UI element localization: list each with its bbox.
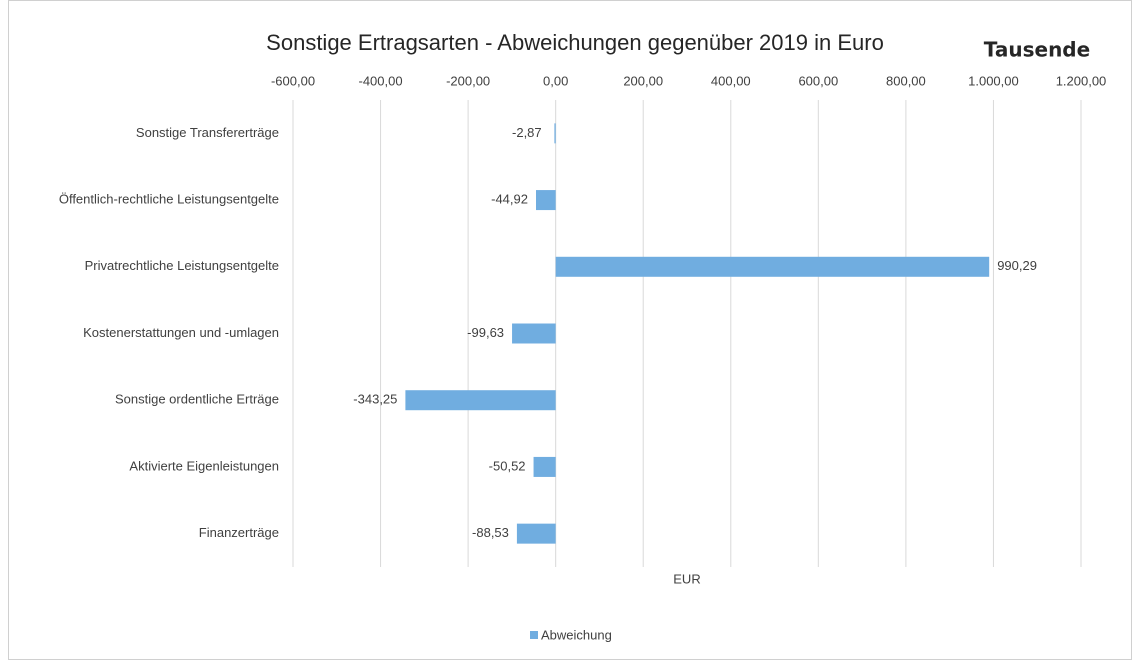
data-label: -88,53 bbox=[472, 525, 509, 540]
x-tick-label: -200,00 bbox=[446, 73, 490, 88]
y-tick-label: Finanzerträge bbox=[199, 525, 279, 540]
y-tick-label: Sonstige Transfererträge bbox=[136, 125, 279, 140]
bar bbox=[555, 256, 990, 277]
x-tick-label: -400,00 bbox=[359, 73, 403, 88]
data-label: -2,87 bbox=[512, 125, 542, 140]
bar bbox=[405, 390, 556, 411]
data-label: 990,29 bbox=[997, 258, 1037, 273]
display-units: Tausende bbox=[984, 38, 1090, 62]
bar bbox=[533, 456, 556, 477]
bar bbox=[516, 523, 556, 544]
x-tick-label: 0,00 bbox=[543, 73, 568, 88]
x-tick-label: -600,00 bbox=[271, 73, 315, 88]
x-tick-label: 600,00 bbox=[798, 73, 838, 88]
data-label: -44,92 bbox=[491, 192, 528, 207]
y-tick-label: Privatrechtliche Leistungsentgelte bbox=[85, 258, 279, 273]
bar bbox=[536, 190, 556, 211]
x-tick-label: 800,00 bbox=[886, 73, 926, 88]
y-tick-label: Aktivierte Eigenleistungen bbox=[129, 458, 279, 473]
legend-label: Abweichung bbox=[541, 627, 612, 642]
x-axis-label: EUR bbox=[673, 571, 700, 586]
data-label: -343,25 bbox=[353, 392, 397, 407]
chart-title: Sonstige Ertragsarten - Abweichungen geg… bbox=[266, 30, 884, 55]
bar bbox=[512, 323, 556, 344]
x-tick-label: 1.000,00 bbox=[968, 73, 1019, 88]
x-tick-label: 1.200,00 bbox=[1056, 73, 1107, 88]
data-label: -99,63 bbox=[467, 325, 504, 340]
bar bbox=[554, 123, 556, 144]
y-tick-label: Kostenerstattungen und -umlagen bbox=[83, 325, 279, 340]
x-tick-label: 400,00 bbox=[711, 73, 751, 88]
data-label: -50,52 bbox=[489, 458, 526, 473]
x-tick-label: 200,00 bbox=[623, 73, 663, 88]
y-tick-label: Sonstige ordentliche Erträge bbox=[115, 392, 279, 407]
y-tick-label: Öffentlich-rechtliche Leistungsentgelte bbox=[59, 192, 279, 207]
legend-swatch bbox=[530, 631, 538, 639]
chart-border bbox=[8, 0, 1132, 660]
